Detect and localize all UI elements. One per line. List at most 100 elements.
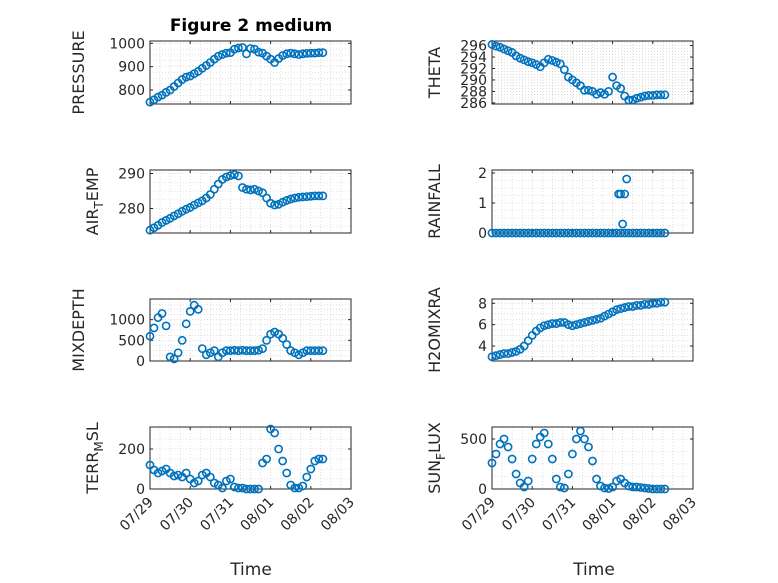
- data-point: [282, 49, 292, 59]
- data-point: [531, 439, 541, 449]
- data-point: [278, 51, 288, 60]
- data-point: [547, 454, 557, 464]
- y-tick-label: 500: [460, 432, 487, 448]
- data-point: [648, 228, 658, 238]
- data-point: [628, 302, 638, 311]
- data-point: [181, 319, 191, 329]
- data-point: [624, 95, 634, 105]
- data-point: [636, 301, 646, 310]
- y-tick-label: 500: [118, 333, 145, 349]
- data-point: [274, 444, 284, 454]
- data-point: [600, 483, 609, 493]
- data-point: [507, 454, 517, 464]
- data-point: [576, 228, 585, 238]
- data-point: [572, 434, 581, 444]
- data-point: [185, 306, 195, 316]
- y-tick-label: 288: [460, 84, 487, 100]
- data-point: [551, 474, 561, 484]
- data-point: [495, 228, 505, 238]
- y-tick-label: 2: [478, 166, 487, 182]
- data-point: [592, 314, 601, 324]
- data-point: [294, 192, 304, 202]
- air-temp-subplot: 280 290 AIRTEMP: [83, 167, 352, 236]
- data-point: [161, 321, 171, 331]
- data-point: [584, 228, 593, 238]
- data-point: [278, 197, 288, 207]
- data-point: [193, 476, 203, 486]
- data-point: [225, 171, 235, 180]
- data-point: [205, 472, 215, 482]
- data-point: [543, 54, 553, 64]
- y-tick-label: 0: [478, 226, 487, 242]
- data-point: [225, 346, 235, 356]
- data-point: [527, 454, 537, 464]
- data-point: [193, 304, 203, 314]
- data-point: [644, 228, 654, 238]
- data-point: [173, 348, 183, 358]
- data-point: [246, 484, 255, 494]
- y-tick-label: 286: [460, 96, 487, 112]
- y-tick-label: 0: [478, 482, 487, 498]
- y-axis-label: H2OMIXRA: [425, 287, 444, 373]
- data-point: [318, 191, 328, 201]
- data-point: [282, 196, 292, 205]
- data-point: [238, 483, 247, 493]
- data-point: [254, 345, 263, 355]
- y-tick-label: 0: [136, 482, 145, 498]
- data-point: [632, 482, 642, 492]
- data-point: [302, 346, 312, 356]
- data-point: [306, 191, 316, 201]
- rainfall-subplot: 0 1 2 RAINFALL: [425, 164, 694, 242]
- data-point: [302, 48, 312, 58]
- data-point: [640, 299, 650, 309]
- data-point: [652, 298, 662, 308]
- data-point: [278, 456, 288, 466]
- data-point: [604, 87, 613, 96]
- data-point: [628, 95, 638, 105]
- data-point: [318, 454, 328, 464]
- data-point: [555, 228, 565, 238]
- data-point: [238, 183, 247, 192]
- y-tick-label: 6: [478, 318, 487, 334]
- data-point: [616, 189, 626, 199]
- data-point: [515, 228, 525, 238]
- data-point: [230, 482, 239, 492]
- y-axis-label: RAINFALL: [425, 164, 444, 239]
- data-point: [568, 321, 577, 331]
- y-axis-label-subscript: T: [92, 201, 106, 210]
- data-point: [580, 228, 589, 238]
- data-point: [620, 228, 630, 238]
- y-tick-label: 290: [118, 167, 145, 183]
- y-tick-label: 1: [478, 196, 487, 212]
- data-point: [632, 228, 642, 238]
- data-point: [580, 85, 589, 95]
- data-point: [648, 484, 658, 494]
- data-point: [246, 346, 255, 356]
- data-point: [632, 93, 642, 103]
- data-point: [282, 468, 292, 478]
- data-point: [250, 346, 259, 356]
- data-point: [298, 192, 308, 202]
- data-point: [145, 331, 155, 341]
- data-point: [169, 471, 179, 481]
- data-point: [660, 228, 670, 238]
- data-point: [306, 48, 316, 58]
- data-point: [608, 482, 617, 492]
- data-point: [620, 189, 630, 199]
- data-point: [254, 186, 263, 196]
- data-point: [511, 228, 521, 238]
- y-axis-label-main: AIR: [83, 209, 102, 236]
- y-tick-label: 800: [118, 83, 145, 99]
- data-point: [648, 91, 658, 100]
- data-point: [217, 50, 227, 59]
- data-point: [503, 349, 513, 358]
- data-point: [491, 351, 501, 361]
- data-point: [616, 84, 626, 93]
- figure-title: Figure 2 medium: [170, 16, 332, 36]
- data-point: [656, 484, 666, 494]
- data-point: [636, 92, 646, 102]
- y-tick-label: 296: [460, 39, 487, 55]
- data-point: [622, 174, 632, 184]
- data-point: [527, 228, 537, 238]
